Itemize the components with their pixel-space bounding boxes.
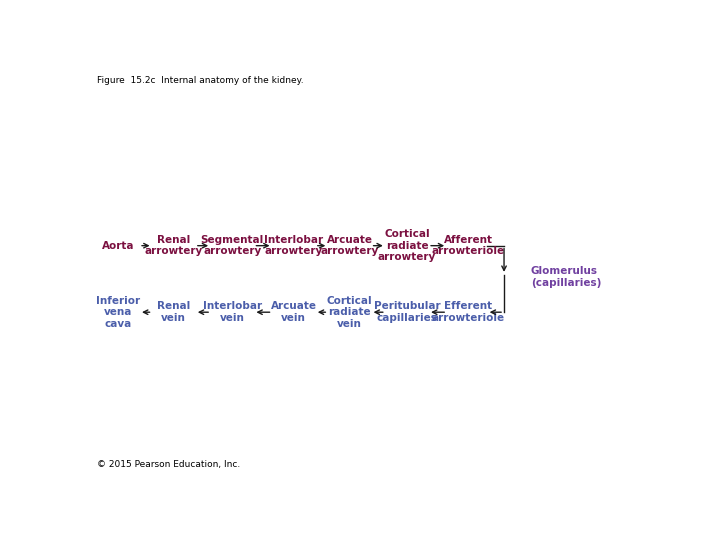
Text: Cortical
radiate
vein: Cortical radiate vein (327, 295, 372, 329)
Text: Glomerulus
(capillaries): Glomerulus (capillaries) (531, 266, 601, 288)
Text: Arcuate
arrowtery: Arcuate arrowtery (320, 235, 379, 256)
Text: Figure  15.2c  Internal anatomy of the kidney.: Figure 15.2c Internal anatomy of the kid… (96, 77, 303, 85)
Text: Interlobar
vein: Interlobar vein (203, 301, 262, 323)
Text: Aorta: Aorta (102, 241, 134, 251)
Text: Peritubular
capillaries: Peritubular capillaries (374, 301, 440, 323)
Text: Inferior
vena
cava: Inferior vena cava (96, 295, 140, 329)
Text: Renal
arrowtery: Renal arrowtery (145, 235, 203, 256)
Text: © 2015 Pearson Education, Inc.: © 2015 Pearson Education, Inc. (96, 460, 240, 469)
Text: Afferent
arrowteriole: Afferent arrowteriole (432, 235, 505, 256)
Text: Renal
vein: Renal vein (157, 301, 190, 323)
Text: Efferent
arrowteriole: Efferent arrowteriole (432, 301, 505, 323)
Text: Arcuate
vein: Arcuate vein (271, 301, 317, 323)
Text: Interlobar
arrowtery: Interlobar arrowtery (264, 235, 323, 256)
Text: Cortical
radiate
arrowtery: Cortical radiate arrowtery (378, 229, 436, 262)
Text: Segmental
arrowtery: Segmental arrowtery (201, 235, 264, 256)
